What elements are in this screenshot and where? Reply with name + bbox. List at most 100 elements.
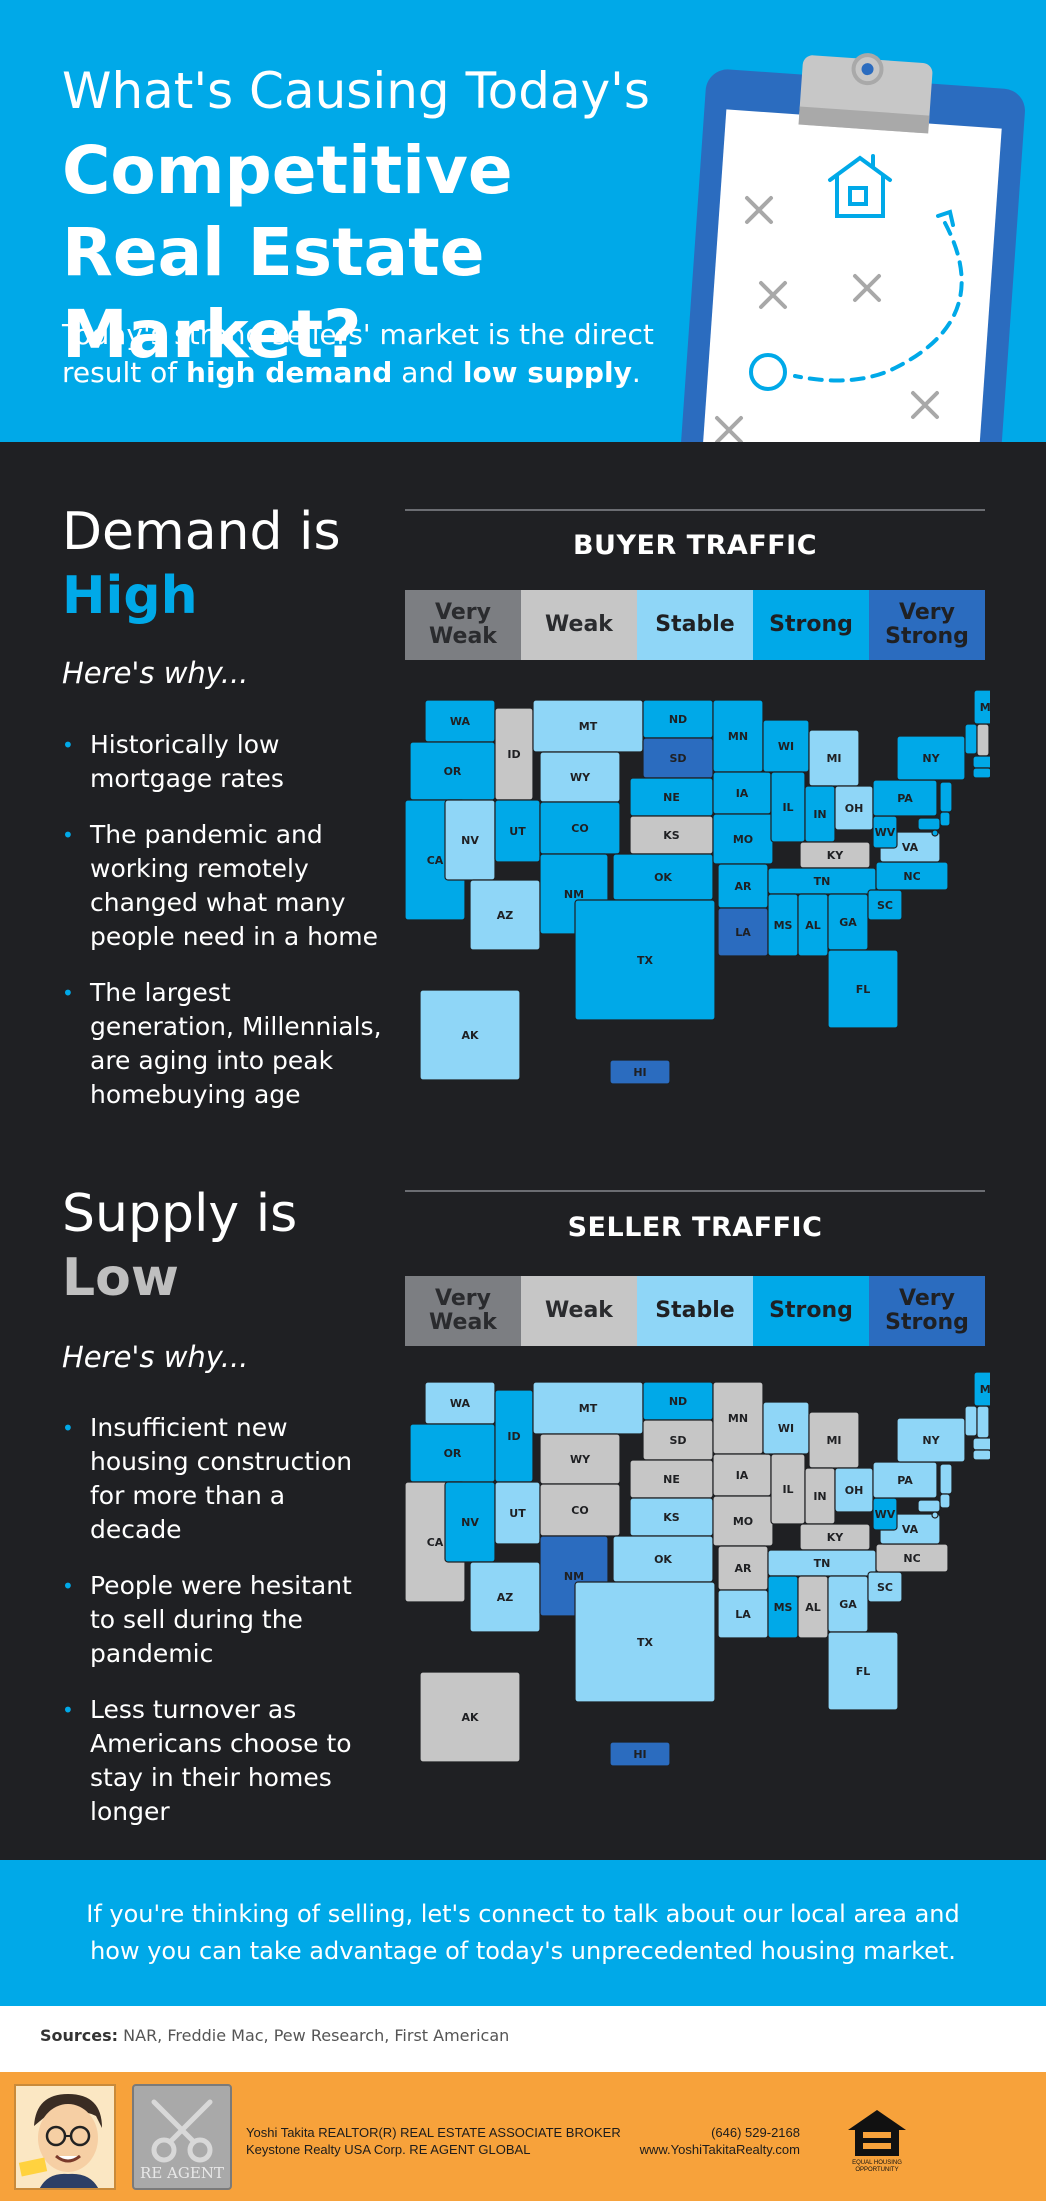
buyer-map-label-id: ID: [507, 748, 520, 761]
buyer-map-label-il: IL: [782, 801, 793, 814]
agent-contact: (646) 529-2168 www.YoshiTakitaRealty.com: [638, 2124, 800, 2158]
subtitle-text-2: and: [392, 356, 463, 389]
subtitle-text-3: .: [631, 356, 641, 389]
buyer-map-state-fl: [827, 949, 899, 1029]
seller-map-label-hi: HI: [633, 1748, 646, 1761]
buyer-map-label-ne: NE: [663, 791, 680, 804]
buyer-map-label-pa: PA: [897, 792, 913, 805]
buyer-map-state-hi: [609, 1059, 671, 1085]
buyer-traffic-title: BUYER TRAFFIC: [572, 530, 818, 561]
buyer-map-label-ky: KY: [827, 849, 845, 862]
demand-bullets: Historically low mortgage rates The pand…: [62, 728, 382, 1134]
header-title-main: Competitive Real Estate Market?: [62, 132, 513, 373]
seller-map-label-co: CO: [571, 1504, 588, 1517]
seller-map-label-la: LA: [735, 1608, 751, 1621]
seller-map-state-ct: [972, 1449, 990, 1461]
buyer-map-label-wa: WA: [450, 715, 471, 728]
buyer-map-state-ak: [419, 989, 521, 1081]
buyer-map-label-ar: AR: [735, 880, 753, 893]
legend-very-weak: Very Weak: [405, 590, 521, 660]
seller-map-label-wi: WI: [778, 1422, 794, 1435]
seller-map-state-nj: [939, 1463, 953, 1495]
legend-weak: Weak: [521, 590, 637, 660]
supply-bullets: Insufficient new housing construction fo…: [62, 1411, 382, 1851]
seller-map-label-mn: MN: [728, 1412, 748, 1425]
supply-title-text: Supply is: [62, 1184, 298, 1244]
seller-map-state-tx: [574, 1581, 716, 1703]
buyer-map-label-fl: FL: [856, 983, 871, 996]
seller-map-state-me: [973, 1372, 990, 1407]
buyer-map-label-ms: MS: [774, 919, 793, 932]
buyer-map-state-vt: [964, 723, 978, 755]
agent-website[interactable]: www.YoshiTakitaRealty.com: [639, 2142, 800, 2157]
buyer-map-label-nv: NV: [461, 834, 479, 847]
legend-strong: Strong: [753, 1276, 869, 1346]
seller-map-state-ma: [972, 1437, 990, 1451]
buyer-map-label-al: AL: [805, 919, 821, 932]
demand-heres-why: Here's why...: [62, 656, 249, 690]
agent-name-title: Yoshi Takita REALTOR(R) REAL ESTATE ASSO…: [246, 2125, 621, 2140]
buyer-map-label-hi: HI: [633, 1066, 646, 1079]
buyer-map-label-me: ME: [980, 701, 990, 714]
subtitle-low-supply: low supply: [462, 356, 632, 389]
supply-heres-why: Here's why...: [62, 1340, 249, 1374]
seller-traffic-legend: Very Weak Weak Stable Strong Very Strong: [405, 1276, 985, 1346]
agent-info: Yoshi Takita REALTOR(R) REAL ESTATE ASSO…: [246, 2124, 621, 2158]
seller-map-label-in: IN: [813, 1490, 826, 1503]
buyer-map-state-tx: [574, 899, 716, 1021]
buyer-map-state-nj: [939, 781, 953, 813]
seller-map-label-va: VA: [902, 1523, 919, 1536]
legend-strong: Strong: [753, 590, 869, 660]
legend-weak: Weak: [521, 1276, 637, 1346]
buyer-map-state-dc: [931, 829, 939, 837]
seller-map-label-ak: AK: [461, 1711, 479, 1724]
seller-map-label-mo: MO: [733, 1515, 753, 1528]
seller-map-label-ca: CA: [427, 1536, 444, 1549]
legend-very-strong: Very Strong: [869, 590, 985, 660]
agent-phone[interactable]: (646) 529-2168: [711, 2125, 800, 2140]
footer: RE AGENT Yoshi Takita REALTOR(R) REAL ES…: [0, 2072, 1046, 2201]
agent-avatar: [14, 2084, 116, 2190]
demand-bullet: The pandemic and working remotely change…: [62, 818, 382, 954]
seller-map-label-ne: NE: [663, 1473, 680, 1486]
seller-map-label-fl: FL: [856, 1665, 871, 1678]
supply-bullet: Insufficient new housing construction fo…: [62, 1411, 382, 1547]
buyer-map-state-ny: [896, 735, 966, 781]
buyer-map-label-or: OR: [444, 765, 462, 778]
buyer-map-label-la: LA: [735, 926, 751, 939]
seller-map-label-ga: GA: [839, 1598, 857, 1611]
legend-stable: Stable: [637, 590, 753, 660]
agent-caricature-icon: [16, 2086, 114, 2188]
keys-icon: [151, 2099, 213, 2163]
seller-map-label-mt: MT: [579, 1402, 598, 1415]
seller-map-state-ak: [419, 1671, 521, 1763]
buyer-map-label-tn: TN: [814, 875, 831, 888]
buyer-map-label-wi: WI: [778, 740, 794, 753]
buyer-map-label-tx: TX: [637, 954, 654, 967]
seller-map-label-nc: NC: [903, 1552, 920, 1565]
seller-map-state-hi: [609, 1741, 671, 1767]
seller-map-label-nv: NV: [461, 1516, 479, 1529]
buyer-map-label-sd: SD: [669, 752, 686, 765]
buyer-map-state-ct: [972, 767, 990, 779]
buyer-map-state-nh: [976, 723, 990, 757]
buyer-traffic-legend: Very Weak Weak Stable Strong Very Strong: [405, 590, 985, 660]
buyer-map-state-ma: [972, 755, 990, 769]
buyer-traffic-map: WA OR CA ID NV MT WY UT CO AZ NM ND SD NE KS OK TX MN IA MO…: [404, 690, 990, 1085]
equal-housing-icon: [848, 2110, 906, 2156]
seller-map-label-oh: OH: [845, 1484, 864, 1497]
buyer-map-label-ia: IA: [736, 787, 749, 800]
buyer-map-label-nm: NM: [564, 888, 584, 901]
seller-map-label-nd: ND: [669, 1395, 687, 1408]
buyer-map-label-ak: AK: [461, 1029, 479, 1042]
re-agent-logo-text: RE AGENT: [140, 2164, 224, 2182]
equal-housing-text: EQUAL HOUSING OPPORTUNITY: [852, 2160, 902, 2173]
buyer-map-label-ut: UT: [509, 825, 526, 838]
demand-bullet: Historically low mortgage rates: [62, 728, 382, 796]
buyer-map-label-mo: MO: [733, 833, 753, 846]
demand-title: Demand is High: [62, 500, 341, 628]
seller-map-label-wa: WA: [450, 1397, 471, 1410]
legend-very-strong: Very Strong: [869, 1276, 985, 1346]
equal-housing-logo: EQUAL HOUSING OPPORTUNITY: [846, 2108, 908, 2173]
buyer-map-label-wy: WY: [570, 771, 591, 784]
